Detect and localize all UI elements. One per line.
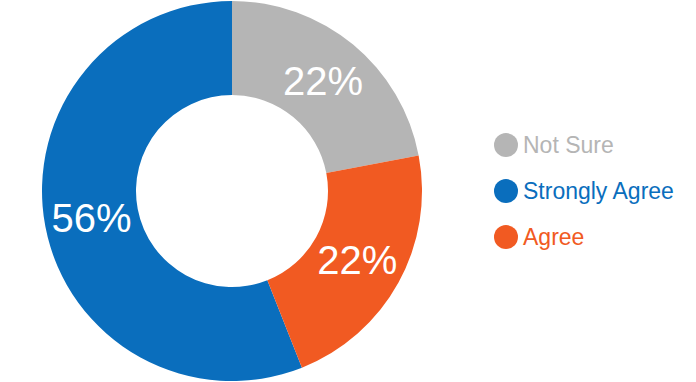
svg-text:22%: 22%	[283, 59, 363, 103]
svg-text:Agree: Agree	[523, 224, 584, 250]
svg-text:Not Sure: Not Sure	[523, 132, 614, 158]
svg-text:Strongly Agree: Strongly Agree	[523, 178, 674, 204]
svg-text:56%: 56%	[52, 196, 132, 240]
svg-text:22%: 22%	[317, 238, 397, 282]
